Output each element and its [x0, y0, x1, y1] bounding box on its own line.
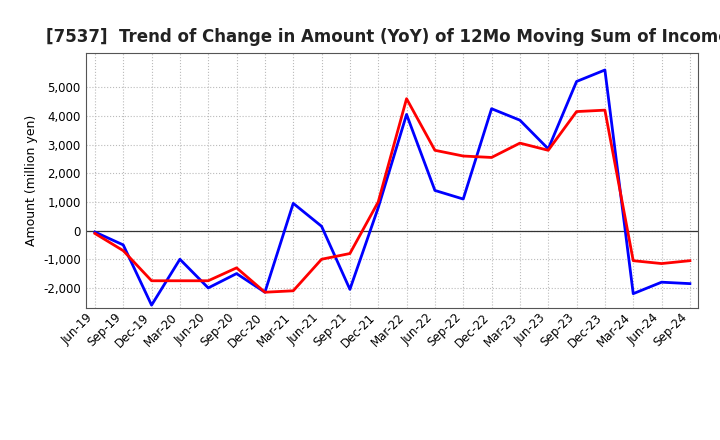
Net Income — [91, 231, 99, 236]
Ordinary Income — [346, 287, 354, 292]
Ordinary Income — [374, 205, 382, 210]
Net Income — [685, 258, 694, 263]
Net Income — [459, 154, 467, 159]
Ordinary Income — [261, 290, 269, 295]
Ordinary Income — [600, 67, 609, 73]
Net Income — [516, 140, 524, 146]
Net Income — [148, 278, 156, 283]
Ordinary Income — [318, 224, 326, 229]
Net Income — [261, 290, 269, 295]
Ordinary Income — [119, 242, 127, 248]
Net Income — [346, 251, 354, 256]
Ordinary Income — [148, 302, 156, 308]
Ordinary Income — [459, 196, 467, 202]
Net Income — [204, 278, 212, 283]
Ordinary Income — [233, 271, 241, 276]
Net Income — [431, 148, 439, 153]
Ordinary Income — [629, 291, 637, 296]
Net Income — [402, 96, 411, 101]
Ordinary Income — [402, 112, 411, 117]
Ordinary Income — [685, 281, 694, 286]
Ordinary Income — [176, 257, 184, 262]
Ordinary Income — [544, 146, 552, 151]
Net Income — [487, 155, 496, 160]
Ordinary Income — [431, 188, 439, 193]
Net Income — [289, 288, 297, 293]
Net Income — [119, 248, 127, 253]
Net Income — [544, 148, 552, 153]
Net Income — [318, 257, 326, 262]
Title: [7537]  Trend of Change in Amount (YoY) of 12Mo Moving Sum of Incomes: [7537] Trend of Change in Amount (YoY) o… — [45, 28, 720, 46]
Net Income — [600, 107, 609, 113]
Ordinary Income — [204, 285, 212, 290]
Net Income — [572, 109, 581, 114]
Ordinary Income — [487, 106, 496, 111]
Net Income — [374, 199, 382, 205]
Ordinary Income — [572, 79, 581, 84]
Ordinary Income — [289, 201, 297, 206]
Net Income — [629, 258, 637, 263]
Ordinary Income — [657, 279, 666, 285]
Net Income — [176, 278, 184, 283]
Line: Ordinary Income: Ordinary Income — [95, 70, 690, 305]
Net Income — [657, 261, 666, 266]
Net Income — [233, 265, 241, 271]
Ordinary Income — [516, 117, 524, 123]
Y-axis label: Amount (million yen): Amount (million yen) — [24, 115, 37, 246]
Line: Net Income: Net Income — [95, 99, 690, 292]
Ordinary Income — [91, 229, 99, 235]
